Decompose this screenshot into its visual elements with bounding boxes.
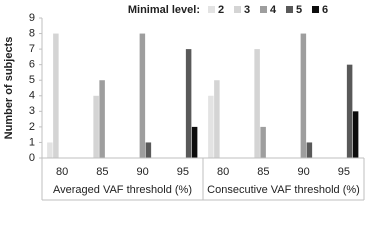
- bar: [346, 64, 353, 158]
- legend-label: 6: [322, 4, 328, 16]
- x-tick-label: 90: [137, 166, 149, 178]
- y-tick-label: 4: [29, 90, 35, 102]
- bar: [208, 95, 214, 158]
- x-tick-label: 95: [338, 166, 350, 178]
- x-tick-label: 85: [257, 166, 269, 178]
- group-label: Averaged VAF threshold (%): [53, 184, 192, 196]
- y-tick-label: 8: [29, 27, 35, 39]
- bar: [53, 33, 59, 158]
- x-tick-label: 85: [96, 166, 108, 178]
- bar: [47, 142, 53, 158]
- y-tick-label: 6: [29, 59, 35, 71]
- legend-swatch: [312, 6, 319, 13]
- y-tick-label: 5: [29, 74, 35, 86]
- legend-swatch: [234, 6, 241, 13]
- bar: [254, 49, 260, 158]
- bar: [300, 33, 307, 158]
- legend-title: Minimal level:: [128, 4, 200, 16]
- legend-swatch: [260, 6, 267, 13]
- legend-label: 3: [244, 4, 250, 16]
- y-tick-label: 1: [29, 136, 35, 148]
- y-tick-label: 0: [29, 152, 35, 164]
- chart: Number of subjects 0 1 2 3 4 5 6 7 8 9 80 85 90 95 80 8…: [3, 4, 365, 201]
- y-tick-label: 2: [29, 121, 35, 133]
- legend-swatch: [286, 6, 293, 13]
- bar: [352, 111, 359, 158]
- bar: [145, 142, 152, 158]
- y-axis-label: Number of subjects: [3, 37, 15, 140]
- bar: [139, 33, 146, 158]
- bar: [214, 80, 220, 158]
- bar: [306, 142, 313, 158]
- group-label: Consecutive VAF threshold (%): [207, 184, 360, 196]
- bar: [185, 49, 192, 158]
- y-tick-label: 3: [29, 105, 35, 117]
- bar: [191, 126, 198, 158]
- y-tick-label: 7: [29, 43, 35, 55]
- legend-label: 5: [296, 4, 302, 16]
- x-tick-label: 95: [177, 166, 189, 178]
- x-tick-label: 90: [298, 166, 310, 178]
- bar: [93, 95, 99, 158]
- legend-swatch: [208, 6, 215, 13]
- legend-label: 4: [270, 4, 277, 16]
- y-tick-label: 9: [29, 12, 35, 24]
- bar: [99, 80, 105, 158]
- x-tick-label: 80: [56, 166, 68, 178]
- legend-label: 2: [218, 4, 224, 16]
- bar: [260, 126, 266, 158]
- x-tick-label: 80: [217, 166, 229, 178]
